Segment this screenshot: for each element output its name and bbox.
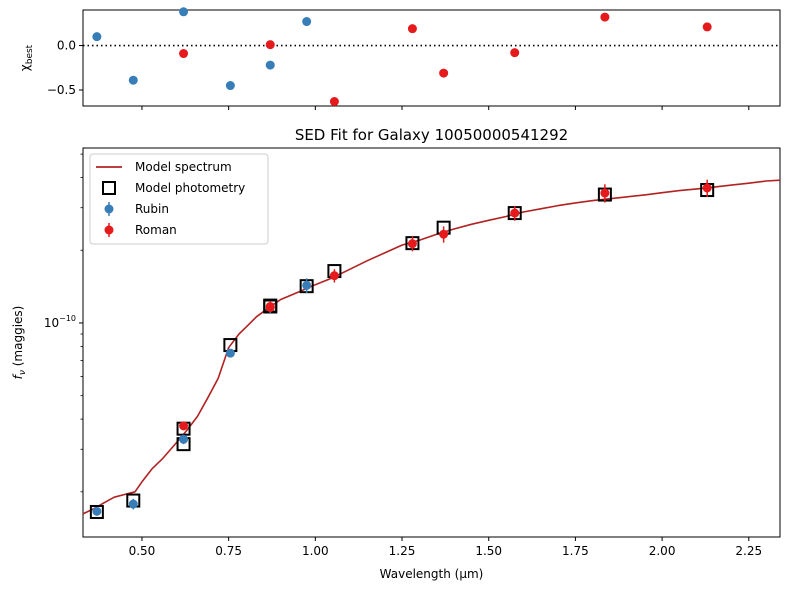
model-photometry-square — [89, 504, 104, 519]
sed-xtick-label: 1.75 — [562, 544, 589, 558]
sed-ylabel: fν (maggies) — [11, 306, 28, 380]
sed-xtick-label: 2.25 — [735, 544, 762, 558]
data-point-rubin — [179, 434, 189, 444]
sed-ytick-label: 10−10 — [44, 314, 76, 330]
legend-label: Rubin — [135, 202, 169, 216]
sed-xtick-label: 2.00 — [649, 544, 676, 558]
sed-xtick-label: 0.75 — [215, 544, 242, 558]
data-point-roman — [702, 183, 712, 193]
residual-point-rubin — [225, 81, 235, 91]
data-point-rubin — [302, 280, 312, 290]
residual-point-roman — [600, 12, 610, 22]
chart-title: SED Fit for Galaxy 10050000541292 — [295, 126, 568, 144]
data-point-roman — [510, 208, 520, 218]
residual-point-rubin — [265, 60, 275, 70]
sed-ylabel-rest: (maggies) — [11, 306, 25, 370]
residual-ytick-label: −0.5 — [47, 83, 76, 97]
data-point-roman — [439, 229, 449, 239]
model-spectrum-line — [82, 179, 781, 515]
residual-point-roman — [179, 49, 189, 59]
residual-frame — [82, 9, 781, 107]
residual-ylabel-main: χ — [18, 64, 32, 71]
legend-swatch-square — [102, 181, 116, 195]
residual-point-roman — [329, 97, 339, 107]
legend-label: Roman — [135, 223, 177, 237]
residual-ylabel-sub: best — [25, 44, 35, 64]
legend-box — [89, 153, 269, 245]
data-point-roman — [407, 239, 417, 249]
data-point-roman — [600, 188, 610, 198]
legend-label: Model spectrum — [135, 160, 232, 174]
residual-ytick-label: 0.0 — [57, 39, 76, 53]
sed-ytick-base: 10 — [44, 316, 59, 330]
data-point-roman — [265, 302, 275, 312]
sed-xtick-label: 1.00 — [302, 544, 329, 558]
sed-ylabel-sub: ν — [18, 370, 28, 375]
residual-point-roman — [407, 24, 417, 34]
residual-point-roman — [702, 22, 712, 32]
sed-ytick-exp: −10 — [59, 314, 76, 323]
sed-ylabel-main: f — [11, 373, 25, 379]
residual-point-rubin — [302, 17, 312, 27]
residual-point-roman — [439, 68, 449, 78]
residual-point-rubin — [179, 7, 189, 17]
residual-point-rubin — [128, 75, 138, 85]
sed-xtick-label: 0.50 — [129, 544, 156, 558]
data-point-roman — [329, 271, 339, 281]
sed-xtick-label: 1.25 — [389, 544, 416, 558]
data-point-rubin — [92, 506, 102, 516]
data-point-rubin — [128, 499, 138, 509]
data-point-roman — [179, 421, 189, 431]
legend: Model spectrum Model photometry Rubin Roman — [89, 153, 269, 245]
residual-point-roman — [510, 48, 520, 58]
residual-point-rubin — [92, 32, 102, 42]
sed-xtick-label: 1.50 — [475, 544, 502, 558]
sed-frame — [82, 147, 781, 538]
sed-panel: SED Fit for Galaxy 10050000541292 0.50 0.7… — [11, 126, 781, 581]
legend-swatch-point — [104, 225, 114, 235]
residual-panel: 0.0 −0.5 χbest — [18, 7, 781, 110]
data-point-rubin — [225, 348, 235, 358]
sed-xlabel: Wavelength (μm) — [380, 567, 484, 581]
legend-label: Model photometry — [135, 181, 245, 195]
residual-point-roman — [265, 40, 275, 50]
legend-swatch-point — [104, 204, 114, 214]
residual-ylabel: χbest — [18, 44, 35, 71]
